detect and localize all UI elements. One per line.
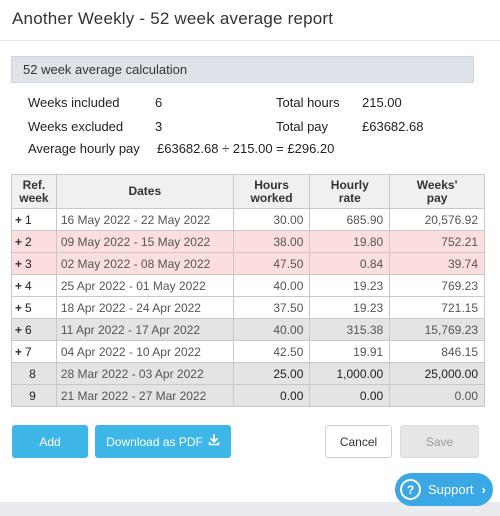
expand-icon[interactable]: + bbox=[15, 278, 23, 293]
support-label: Support bbox=[428, 482, 474, 497]
row-hours: 40.00 bbox=[232, 274, 311, 297]
row-dates: 02 May 2022 - 08 May 2022 bbox=[55, 252, 234, 275]
row-rate: 19.23 bbox=[309, 296, 391, 319]
calculation-section-header: 52 week average calculation bbox=[11, 56, 474, 83]
row-rate: 685.90 bbox=[309, 208, 391, 231]
row-pay: 25,000.00 bbox=[389, 362, 485, 385]
weeks-table: Ref. week Dates Hours worked Hourly rate We… bbox=[11, 174, 485, 407]
row-ref[interactable]: +1 bbox=[11, 208, 57, 231]
expand-icon[interactable]: + bbox=[15, 234, 23, 249]
row-pay: 721.15 bbox=[389, 296, 485, 319]
row-pay: 846.15 bbox=[389, 340, 485, 363]
table-row[interactable]: +6 11 Apr 2022 - 17 Apr 2022 40.00 315.3… bbox=[11, 318, 485, 341]
total-hours-value: 215.00 bbox=[362, 95, 402, 110]
weeks-excluded-value: 3 bbox=[155, 119, 163, 134]
row-dates: 16 May 2022 - 22 May 2022 bbox=[55, 208, 234, 231]
total-pay-value: £63682.68 bbox=[362, 119, 424, 134]
row-dates: 09 May 2022 - 15 May 2022 bbox=[55, 230, 234, 253]
row-rate: 19.23 bbox=[309, 274, 391, 297]
row-pay: 769.23 bbox=[389, 274, 485, 297]
row-hours: 30.00 bbox=[232, 208, 311, 231]
help-icon: ? bbox=[400, 479, 421, 500]
row-dates: 04 Apr 2022 - 10 Apr 2022 bbox=[55, 340, 234, 363]
table-header-row: Ref. week Dates Hours worked Hourly rate We… bbox=[11, 174, 485, 209]
add-button[interactable]: Add bbox=[12, 425, 88, 458]
weeks-included-value: 6 bbox=[155, 95, 163, 110]
row-hours: 37.50 bbox=[232, 296, 311, 319]
support-button[interactable]: ? Support › bbox=[395, 473, 493, 506]
row-rate: 1,000.00 bbox=[309, 362, 391, 385]
row-rate: 0.84 bbox=[309, 252, 391, 275]
header-dates: Dates bbox=[55, 174, 234, 209]
weeks-excluded-label: Weeks excluded bbox=[28, 119, 124, 134]
calculation-header-text: 52 week average calculation bbox=[23, 62, 188, 77]
chevron-right-icon: › bbox=[481, 482, 486, 497]
row-pay: 39.74 bbox=[389, 252, 485, 275]
weeks-included-label: Weeks included bbox=[28, 95, 120, 110]
expand-icon[interactable]: + bbox=[15, 212, 23, 227]
row-rate: 19.91 bbox=[309, 340, 391, 363]
row-hours: 25.00 bbox=[232, 362, 311, 385]
total-pay-label: Total pay bbox=[276, 119, 329, 134]
row-dates: 28 Mar 2022 - 03 Apr 2022 bbox=[55, 362, 234, 385]
average-hourly-pay-value: £63682.68 ÷ 215.00 = £296.20 bbox=[157, 141, 335, 156]
row-ref[interactable]: +2 bbox=[11, 230, 57, 253]
row-dates: 18 Apr 2022 - 24 Apr 2022 bbox=[55, 296, 234, 319]
row-rate: 0.00 bbox=[309, 384, 391, 407]
table-row[interactable]: +4 25 Apr 2022 - 01 May 2022 40.00 19.23… bbox=[11, 274, 485, 297]
row-ref: 8 bbox=[11, 362, 57, 385]
row-pay: 20,576.92 bbox=[389, 208, 485, 231]
table-row[interactable]: +3 02 May 2022 - 08 May 2022 47.50 0.84 … bbox=[11, 252, 485, 275]
row-ref[interactable]: +3 bbox=[11, 252, 57, 275]
total-hours-label: Total hours bbox=[276, 95, 340, 110]
table-row[interactable]: +7 04 Apr 2022 - 10 Apr 2022 42.50 19.91… bbox=[11, 340, 485, 363]
expand-icon[interactable]: + bbox=[15, 322, 23, 337]
modal-title: Another Weekly - 52 week average report bbox=[12, 9, 334, 28]
table-row[interactable]: +1 16 May 2022 - 22 May 2022 30.00 685.9… bbox=[11, 208, 485, 231]
download-pdf-button[interactable]: Download as PDF bbox=[95, 425, 231, 458]
row-hours: 38.00 bbox=[232, 230, 311, 253]
table-row: 8 28 Mar 2022 - 03 Apr 2022 25.00 1,000.… bbox=[11, 362, 485, 385]
average-hourly-pay-label: Average hourly pay bbox=[28, 141, 140, 156]
row-rate: 315.38 bbox=[309, 318, 391, 341]
download-pdf-label: Download as PDF bbox=[106, 434, 203, 449]
expand-icon[interactable]: + bbox=[15, 300, 23, 315]
expand-icon[interactable]: + bbox=[15, 256, 23, 271]
save-button[interactable]: Save bbox=[400, 425, 479, 458]
table-row[interactable]: +2 09 May 2022 - 15 May 2022 38.00 19.80… bbox=[11, 230, 485, 253]
row-hours: 47.50 bbox=[232, 252, 311, 275]
row-rate: 19.80 bbox=[309, 230, 391, 253]
header-ref-week: Ref. week bbox=[11, 174, 57, 209]
row-hours: 42.50 bbox=[232, 340, 311, 363]
row-dates: 25 Apr 2022 - 01 May 2022 bbox=[55, 274, 234, 297]
report-modal: Another Weekly - 52 week average report … bbox=[0, 0, 500, 502]
row-dates: 21 Mar 2022 - 27 Mar 2022 bbox=[55, 384, 234, 407]
row-ref[interactable]: +6 bbox=[11, 318, 57, 341]
header-hours-worked: Hours worked bbox=[232, 174, 311, 209]
row-hours: 40.00 bbox=[232, 318, 311, 341]
row-ref[interactable]: +7 bbox=[11, 340, 57, 363]
row-dates: 11 Apr 2022 - 17 Apr 2022 bbox=[55, 318, 234, 341]
modal-header: Another Weekly - 52 week average report bbox=[0, 0, 500, 41]
table-row: 9 21 Mar 2022 - 27 Mar 2022 0.00 0.00 0.… bbox=[11, 384, 485, 407]
row-ref[interactable]: +5 bbox=[11, 296, 57, 319]
cancel-button[interactable]: Cancel bbox=[325, 425, 392, 458]
row-pay: 0.00 bbox=[389, 384, 485, 407]
row-pay: 752.21 bbox=[389, 230, 485, 253]
row-hours: 0.00 bbox=[232, 384, 311, 407]
row-pay: 15,769.23 bbox=[389, 318, 485, 341]
row-ref[interactable]: +4 bbox=[11, 274, 57, 297]
header-hourly-rate: Hourly rate bbox=[309, 174, 391, 209]
expand-icon[interactable]: + bbox=[15, 344, 23, 359]
table-row[interactable]: +5 18 Apr 2022 - 24 Apr 2022 37.50 19.23… bbox=[11, 296, 485, 319]
header-weeks-pay: Weeks' pay bbox=[389, 174, 485, 209]
row-ref: 9 bbox=[11, 384, 57, 407]
download-icon bbox=[208, 434, 220, 449]
